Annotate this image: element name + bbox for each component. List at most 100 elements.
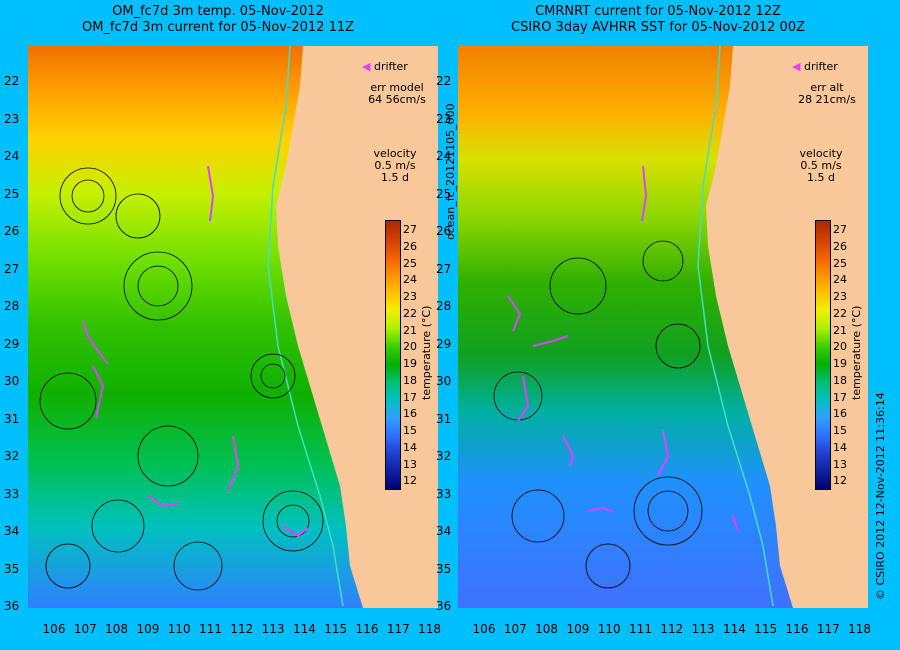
left-title-line1: OM_fc7d 3m temp. 05-Nov-2012 [112, 4, 324, 19]
longitude-tick-label: 117 [386, 622, 410, 636]
longitude-tick-label: 107 [73, 622, 97, 636]
longitude-tick-label: 110 [597, 622, 621, 636]
left-error-box: err model 64 56cm/s [362, 82, 432, 106]
latitude-tick-label: 32 [436, 449, 452, 463]
longitude-tick-label: 112 [230, 622, 254, 636]
latitude-tick-label: 33 [4, 486, 20, 501]
colorbar-tick-label: 23 [833, 290, 847, 303]
longitude-tick-label: 109 [566, 622, 590, 636]
left-map-svg [28, 46, 438, 608]
latitude-tick-label: 24 [4, 149, 20, 163]
drifter-tracks-left [82, 165, 309, 538]
current-vectors-right [493, 240, 703, 589]
latitude-tick-label: 34 [436, 524, 452, 538]
colorbar-tick-label: 19 [403, 357, 417, 370]
colorbar-tick-label: 17 [403, 390, 417, 404]
latitude-tick-label: 22 [436, 74, 452, 88]
left-drifter-legend: ◀ drifter [362, 60, 408, 73]
right-colorbar [815, 220, 831, 490]
colorbar-tick-label: 15 [403, 424, 417, 437]
longitude-tick-label: 111 [629, 622, 652, 636]
right-velocity-box: velocity 0.5 m/s 1.5 d [786, 148, 856, 184]
latitude-tick-label: 27 [4, 261, 20, 276]
latitude-tick-label: 23 [436, 111, 452, 126]
copyright-label: © CSIRO 2012 12-Nov-2012 11:36:14 [874, 392, 887, 600]
latitude-tick-label: 26 [436, 224, 452, 238]
latitude-tick-label: 31 [4, 411, 20, 426]
left-panel-title: OM_fc7d 3m temp. 05-Nov-2012 OM_fc7d 3m … [38, 4, 398, 36]
left-err-label: err model [370, 81, 424, 94]
longitude-tick-label: 117 [816, 622, 840, 636]
longitude-tick-label: 111 [199, 622, 222, 636]
colorbar-tick-label: 22 [833, 306, 847, 320]
colorbar-tick-label: 12 [833, 474, 847, 488]
colorbar-tick-label: 19 [833, 357, 847, 370]
latitude-tick-label: 30 [4, 374, 20, 388]
longitude-tick-label: 115 [754, 622, 778, 636]
current-vectors-left [39, 167, 324, 591]
latitude-tick-label: 27 [436, 261, 452, 276]
left-velocity-scale: 0.5 m/s [374, 159, 416, 172]
longitude-tick-label: 106 [472, 622, 496, 636]
colorbar-tick-label: 15 [833, 424, 847, 437]
left-colorbar [385, 220, 401, 490]
colorbar-tick-label: 14 [833, 440, 847, 454]
colorbar-tick-label: 13 [403, 457, 417, 471]
colorbar-tick-label: 22 [403, 306, 417, 320]
latitude-tick-label: 25 [436, 186, 452, 201]
latitude-tick-label: 23 [4, 111, 20, 126]
latitude-tick-label: 28 [436, 299, 452, 313]
longitude-tick-label: 114 [722, 622, 746, 636]
longitude-tick-label: 116 [785, 622, 809, 636]
colorbar-tick-label: 16 [403, 407, 417, 421]
longitude-tick-label: 116 [355, 622, 379, 636]
left-map-panel [28, 46, 438, 608]
right-error-box: err alt 28 21cm/s [792, 82, 862, 106]
latitude-tick-label: 24 [436, 149, 452, 163]
colorbar-tick-label: 24 [833, 273, 847, 287]
drifter-tracks-right [507, 165, 739, 532]
left-drifter-label: drifter [373, 60, 408, 73]
left-velocity-box: velocity 0.5 m/s 1.5 d [360, 148, 430, 184]
colorbar-tick-label: 27 [833, 223, 847, 236]
colorbar-tick-label: 13 [833, 457, 847, 471]
right-err-value: 28 21cm/s [798, 93, 856, 106]
right-panel-title: CMRNRT current for 05-Nov-2012 12Z CSIRO… [478, 4, 838, 36]
longitude-tick-label: 112 [660, 622, 684, 636]
right-velocity-time: 1.5 d [807, 171, 835, 184]
colorbar-tick-label: 24 [403, 273, 417, 287]
latitude-tick-label: 26 [4, 224, 20, 238]
shelf-contour-right [697, 46, 774, 607]
longitude-tick-label: 108 [535, 622, 559, 636]
latitude-tick-label: 34 [4, 524, 20, 538]
latitude-tick-label: 35 [436, 561, 452, 576]
drifter-marker-icon: ◀ [362, 60, 371, 73]
latitude-tick-label: 33 [436, 486, 452, 501]
colorbar-tick-label: 25 [403, 256, 417, 270]
longitude-tick-label: 106 [42, 622, 66, 636]
longitude-tick-label: 109 [136, 622, 160, 636]
colorbar-tick-label: 27 [403, 223, 417, 236]
colorbar-tick-label: 12 [403, 474, 417, 488]
left-velocity-time: 1.5 d [381, 171, 409, 184]
right-drifter-legend: ◀ drifter [792, 60, 838, 73]
left-colorbar-title: temperature (°C) [420, 305, 433, 400]
model-run-label: ocean_fc_20121105_000 [444, 103, 457, 240]
colorbar-tick-label: 23 [403, 290, 417, 303]
longitude-tick-label: 118 [848, 622, 872, 636]
right-velocity-label: velocity [799, 147, 843, 160]
right-colorbar-title: temperature (°C) [850, 305, 863, 400]
colorbar-tick-label: 20 [833, 340, 847, 354]
longitude-tick-label: 107 [503, 622, 527, 636]
longitude-tick-label: 108 [105, 622, 129, 636]
colorbar-tick-label: 14 [403, 440, 417, 454]
latitude-tick-label: 36 [4, 599, 20, 613]
right-title-line1: CMRNRT current for 05-Nov-2012 12Z [535, 4, 781, 19]
longitude-tick-label: 114 [292, 622, 316, 636]
colorbar-tick-label: 18 [403, 373, 417, 387]
longitude-tick-label: 115 [324, 622, 348, 636]
right-drifter-label: drifter [803, 60, 838, 73]
latitude-tick-label: 32 [4, 449, 20, 463]
latitude-tick-label: 31 [436, 411, 452, 426]
colorbar-tick-label: 20 [403, 340, 417, 354]
